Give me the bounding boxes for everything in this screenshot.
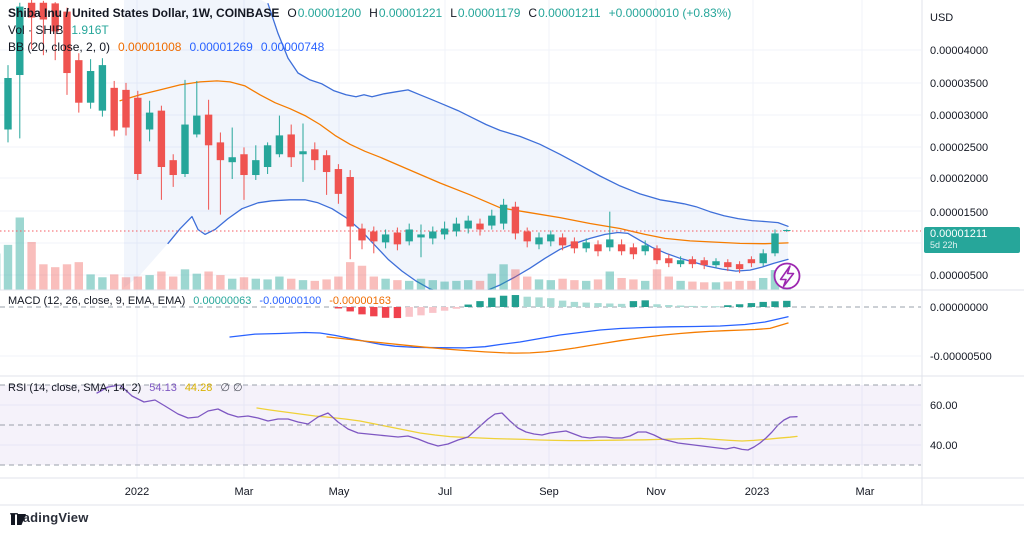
price-tick-label: 0.00004000 <box>930 45 988 57</box>
rsi-tick-label: 60.00 <box>930 400 958 412</box>
time-tick-label: Nov <box>646 486 666 498</box>
macd-tick-label: -0.00000500 <box>930 351 992 363</box>
price-tick-label: 0.00001500 <box>930 207 988 219</box>
bar-countdown: 5d 22h <box>930 240 958 250</box>
price-tick-label: 0.00002500 <box>930 142 988 154</box>
price-axis[interactable]: USD 0.00004000 0.00003500 0.00003000 0.00002… <box>930 12 992 452</box>
gridlines <box>0 0 921 478</box>
tradingview-logo-icon <box>11 514 26 525</box>
rsi-tick-label: 40.00 <box>930 440 958 452</box>
volume-bars <box>0 217 791 290</box>
price-tick-label: 0.00000500 <box>930 270 988 282</box>
time-tick-label: Sep <box>539 486 559 498</box>
quick-trade-lightning-button[interactable] <box>773 262 801 290</box>
time-tick-label: May <box>329 486 350 498</box>
time-tick-label: Jul <box>438 486 452 498</box>
price-tick-label: 0.00003000 <box>930 110 988 122</box>
time-tick-label: 2023 <box>745 486 769 498</box>
time-tick-label: Mar <box>856 486 875 498</box>
price-tick-label: 0.00003500 <box>930 78 988 90</box>
macd-tick-label: 0.00000000 <box>930 302 988 314</box>
pane-separators[interactable] <box>0 0 1024 506</box>
candlesticks <box>4 0 791 274</box>
price-tick-label: 0.00002000 <box>930 173 988 185</box>
main-pane[interactable] <box>0 0 921 296</box>
axis-currency-label: USD <box>930 12 953 24</box>
price-badge[interactable]: 0.00001211 5d 22h <box>924 227 1020 253</box>
tradingview-logo[interactable]: TradingView <box>10 510 89 525</box>
lightning-icon <box>779 265 795 288</box>
time-tick-label: Mar <box>235 486 254 498</box>
time-tick-label: 2022 <box>125 486 149 498</box>
last-price: 0.00001211 <box>930 228 988 240</box>
macd-histogram <box>334 295 791 319</box>
macd-pane[interactable] <box>229 295 791 354</box>
tradingview-logo-text: TradingView <box>10 510 89 525</box>
time-axis[interactable]: 2022 Mar May Jul Sep Nov 2023 Mar <box>125 486 875 498</box>
